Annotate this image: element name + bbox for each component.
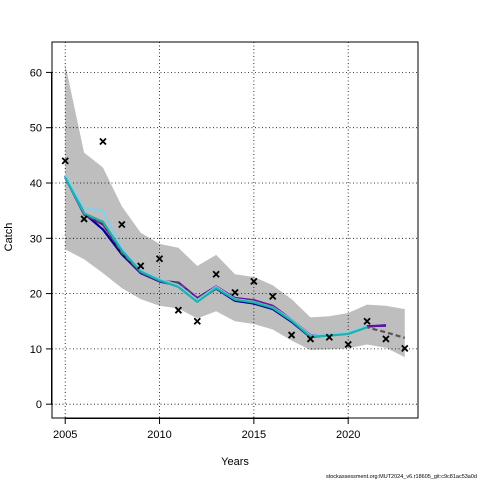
observed-point [287,331,296,339]
y-tick-label: 30 [30,233,42,245]
x-tick-label: 2010 [147,429,171,441]
observed-point [306,335,315,343]
y-tick-label: 40 [30,178,42,190]
x-tick-label: 2015 [242,429,266,441]
x-axis: 2005 2010 2015 2020 [53,418,360,441]
confidence-band [65,64,405,358]
y-tick-label: 10 [30,344,42,356]
y-tick-label: 60 [30,67,42,79]
y-axis-label: Catch [3,223,15,252]
observed-point [250,277,258,286]
observed-point [212,270,220,278]
observed-point [382,335,390,343]
observed-point [401,344,409,352]
observed-point [344,340,352,349]
series-line-5 [64,176,368,338]
y-tick-label: 50 [30,123,42,135]
footer-watermark: stockassessment.org:MUT2024_v6.r18605_gi… [326,474,477,480]
y-tick-label: 20 [30,289,42,301]
confidence-band-layer [65,64,405,358]
y-tick-label: 0 [36,399,42,411]
observed-point [269,292,277,300]
x-axis-label: Years [221,456,249,468]
observed-point [231,288,239,297]
x-tick-label: 2020 [336,429,360,441]
observed-point [99,137,107,146]
observed-point [137,262,145,270]
observed-point [118,220,126,229]
observed-point [193,317,201,325]
x-tick-label: 2005 [53,429,77,441]
observed-point [325,333,333,341]
observed-points-layer [61,137,409,352]
y-axis: 0 10 20 30 40 50 60 [30,67,52,411]
observed-point [61,157,69,165]
series-line-4 [64,174,368,337]
observed-point [363,317,371,325]
observed-point [174,306,183,314]
observed-point [155,255,164,263]
grid-layer [52,42,418,418]
observed-point [80,215,88,223]
